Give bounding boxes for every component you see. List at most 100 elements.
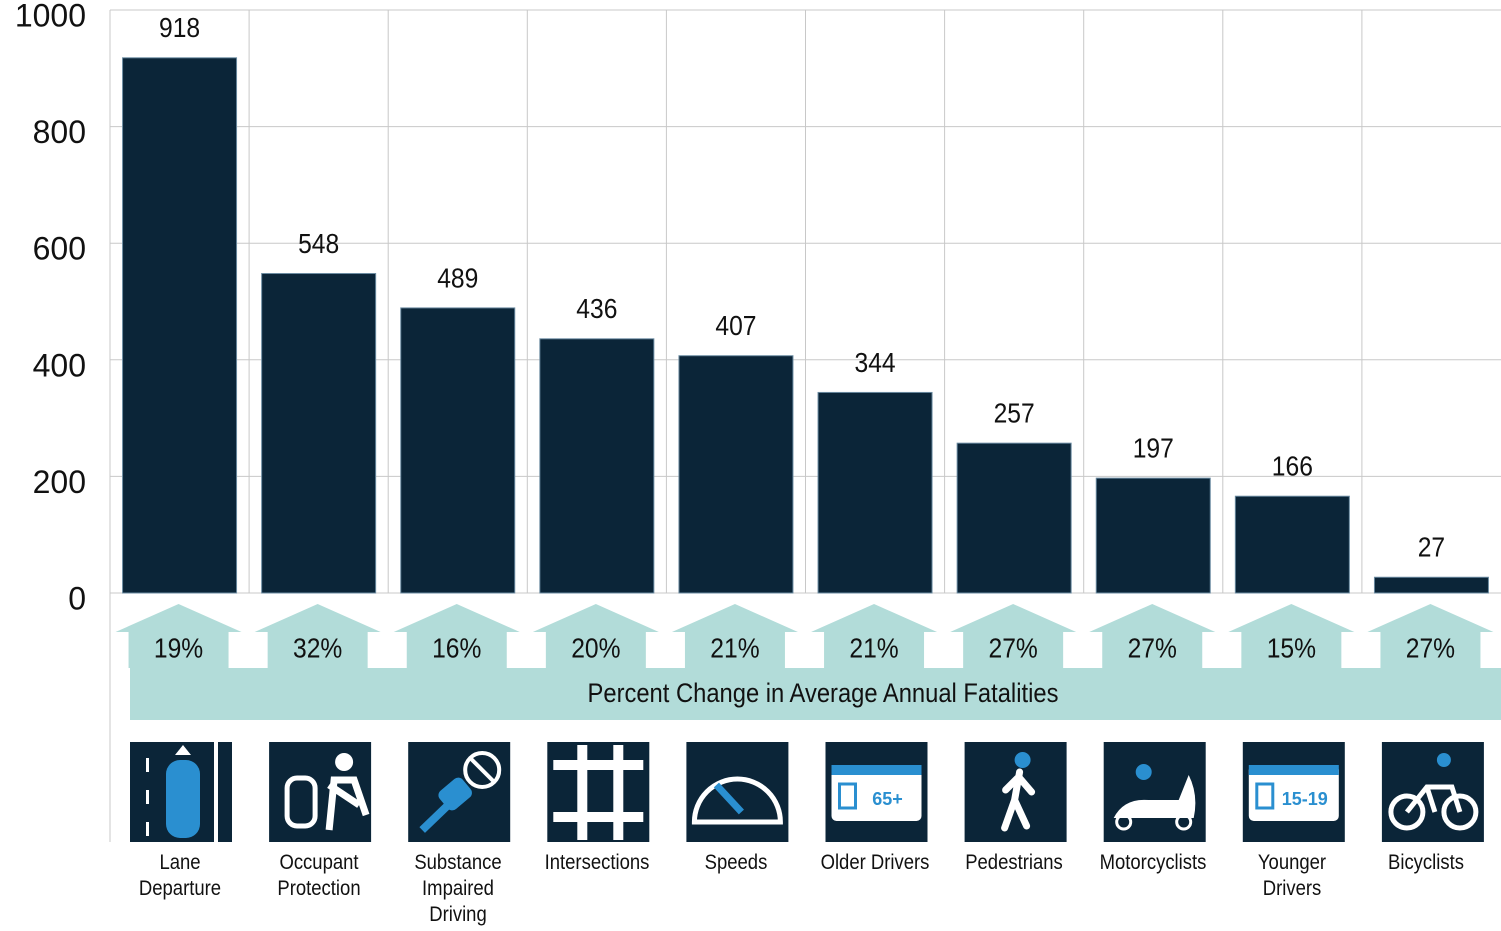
icon-road — [553, 812, 644, 822]
percent-label: 20% — [571, 632, 620, 664]
percent-arrow — [115, 604, 242, 668]
icon-needle — [713, 782, 744, 815]
bar — [817, 391, 933, 594]
icon-gauge — [691, 776, 783, 825]
category-icon — [686, 742, 789, 842]
category-icon — [547, 742, 650, 842]
percent-arrow — [811, 604, 938, 668]
icon-road — [577, 745, 588, 840]
percent-label: 32% — [293, 632, 342, 664]
icon-wheel — [1388, 793, 1426, 831]
value-label: 489 — [437, 262, 478, 294]
icon-seat — [284, 775, 318, 829]
icon-head — [1014, 752, 1031, 768]
x-tick-label: Intersections — [544, 851, 650, 874]
x-tick-label: Motorcyclists — [1099, 851, 1207, 874]
icon-lane — [214, 742, 218, 842]
icon-road — [613, 745, 624, 840]
icon-wheel — [1441, 793, 1479, 831]
icon-body — [325, 776, 370, 831]
y-tick-label: 800 — [33, 114, 86, 150]
bar — [1373, 576, 1489, 594]
icon-frame — [1404, 784, 1463, 814]
percent-label: 19% — [154, 632, 203, 664]
icon-walker — [1001, 768, 1036, 832]
x-tick-label: Substance Impaired Driving — [414, 851, 502, 926]
category-icon — [964, 742, 1067, 842]
value-label: 257 — [994, 397, 1035, 429]
icon-car — [166, 760, 200, 838]
icon-wheel — [1115, 813, 1133, 831]
category-icon: 65+ — [825, 742, 928, 842]
percent-band — [130, 668, 1501, 720]
x-tick-label: Younger Drivers — [1258, 851, 1327, 900]
x-tick-label: Older Drivers — [820, 851, 930, 874]
bar — [956, 442, 1072, 594]
percent-arrow — [1367, 604, 1494, 668]
value-label: 27 — [1418, 531, 1445, 563]
icon-bg — [547, 742, 650, 842]
icon-label: 15-19 — [1282, 789, 1328, 809]
percent-arrow — [393, 604, 520, 668]
bar — [400, 307, 516, 594]
percent-arrow — [254, 604, 381, 668]
percent-band-title: Percent Change in Average Annual Fatalit… — [588, 679, 1059, 709]
y-tick-label: 400 — [33, 347, 86, 383]
icon-photo — [1255, 782, 1275, 810]
icon-label: 65+ — [872, 789, 903, 809]
bar — [1234, 495, 1350, 594]
y-tick-label: 200 — [33, 464, 86, 500]
percent-arrow — [950, 604, 1077, 668]
y-tick-label: 600 — [33, 231, 86, 267]
y-tick-label: 0 — [68, 580, 86, 616]
icon-wheel — [1175, 813, 1193, 831]
icon-card-top — [1248, 765, 1339, 775]
x-tick-label: Lane Departure — [138, 851, 221, 900]
percent-label: 15% — [1267, 632, 1316, 664]
value-label: 548 — [298, 227, 339, 259]
bar — [122, 57, 238, 594]
percent-label: 21% — [710, 632, 759, 664]
x-tick-label: Bicyclists — [1388, 851, 1465, 874]
value-label: 918 — [159, 12, 200, 44]
value-label: 436 — [576, 293, 617, 325]
category-icon: 15-19 — [1242, 742, 1345, 842]
x-tick-label: Pedestrians — [965, 851, 1063, 874]
category-icon — [269, 742, 372, 842]
percent-label: 27% — [1406, 632, 1455, 664]
icon-arrow — [175, 745, 191, 755]
icon-card-top — [831, 765, 922, 775]
bar — [1095, 477, 1211, 594]
bar — [539, 338, 655, 594]
category-icon — [1381, 742, 1484, 842]
icon-head — [1135, 764, 1152, 780]
bar — [678, 355, 794, 594]
icon-photo — [838, 782, 857, 810]
percent-label: 16% — [432, 632, 481, 664]
percent-arrow — [532, 604, 659, 668]
value-label: 166 — [1272, 450, 1313, 482]
icon-bike — [1113, 775, 1196, 818]
icon-road — [553, 760, 644, 770]
icon-lane — [146, 758, 149, 772]
icon-bg — [686, 742, 789, 842]
icon-no-slash — [468, 756, 496, 784]
percent-label: 27% — [1128, 632, 1177, 664]
y-tick-label: 1000 — [15, 0, 86, 33]
x-tick-label: Occupant Protection — [277, 851, 361, 900]
value-label: 344 — [855, 346, 896, 378]
icon-lane — [146, 790, 149, 804]
bar — [261, 273, 377, 594]
percent-label: 27% — [989, 632, 1038, 664]
icon-head — [335, 753, 354, 771]
category-icon — [1103, 742, 1206, 842]
value-label: 407 — [715, 310, 756, 342]
icon-lane — [146, 822, 149, 836]
icon-no — [463, 751, 502, 789]
icon-key — [438, 777, 472, 811]
percent-arrow — [671, 604, 798, 668]
percent-arrow — [1228, 604, 1355, 668]
value-label: 197 — [1133, 432, 1174, 464]
icon-key-blade — [419, 802, 451, 833]
x-tick-label: Speeds — [704, 851, 768, 874]
